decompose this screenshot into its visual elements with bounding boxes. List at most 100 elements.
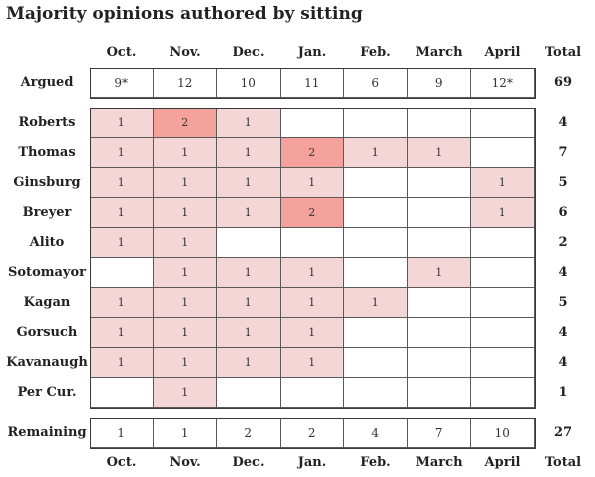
- justice-row-cell: [407, 318, 471, 348]
- justice-row-cell: 1: [90, 198, 154, 228]
- top-header-0: Oct.: [106, 45, 137, 60]
- justice-name: Thomas: [18, 145, 76, 160]
- justice-row-cell: 2: [280, 198, 344, 228]
- justice-row-cell: [407, 378, 471, 408]
- argued-cell: 12: [153, 68, 217, 98]
- justice-name: Gorsuch: [16, 325, 78, 340]
- argued-cell: 10: [217, 68, 281, 98]
- justice-row-cell: 1: [90, 168, 154, 198]
- justice-row-cell: 1: [280, 258, 344, 288]
- justice-row-cell: 1: [153, 228, 217, 258]
- argued-label: Argued: [20, 75, 74, 90]
- top-header-5: March: [415, 45, 463, 60]
- bottom-header-total: Total: [544, 455, 582, 470]
- justice-row-cell: [471, 108, 535, 138]
- justice-row-cell: [280, 108, 344, 138]
- justice-row-cell: [407, 108, 471, 138]
- justice-row-cell: 1: [153, 198, 217, 228]
- chart-title: Majority opinions authored by sitting: [6, 4, 363, 24]
- justice-row-cell: 1: [217, 168, 281, 198]
- justice-row-cell: 1: [280, 168, 344, 198]
- argued-total: 69: [553, 75, 573, 90]
- justice-row-cell: [471, 138, 535, 168]
- argued-cell: 12*: [471, 68, 535, 98]
- justice-row-cell: 1: [153, 288, 217, 318]
- justice-total: 5: [558, 295, 568, 310]
- justice-row-cell: [90, 258, 154, 288]
- justice-row-cell: 1: [153, 258, 217, 288]
- justice-total: 6: [558, 205, 568, 220]
- argued-cell: 9: [407, 68, 471, 98]
- justice-row-cell: 1: [90, 228, 154, 258]
- justice-row-cell: [407, 288, 471, 318]
- justice-row-cell: 1: [217, 108, 281, 138]
- argued-cell: 6: [344, 68, 408, 98]
- remaining-cell: 1: [90, 418, 154, 448]
- justice-row-cell: 1: [217, 198, 281, 228]
- justice-row-cell: 1: [217, 138, 281, 168]
- justice-row-cell: 1: [407, 258, 471, 288]
- justice-row-cell: 2: [280, 138, 344, 168]
- justice-total: 4: [558, 355, 568, 370]
- justice-name: Per Cur.: [17, 385, 77, 400]
- justice-row-cell: [344, 198, 408, 228]
- justice-name: Kavanaugh: [6, 355, 88, 370]
- remaining-cell: 4: [344, 418, 408, 448]
- justice-row-cell: 1: [90, 288, 154, 318]
- justice-total: 5: [558, 175, 568, 190]
- remaining-cell: 10: [471, 418, 535, 448]
- justice-row-cell: 1: [153, 348, 217, 378]
- justice-row-cell: [344, 228, 408, 258]
- justice-name: Kagan: [23, 295, 71, 310]
- justice-row-cell: 1: [90, 348, 154, 378]
- remaining-cell: 2: [280, 418, 344, 448]
- justice-total: 4: [558, 115, 568, 130]
- justice-row-cell: 1: [90, 318, 154, 348]
- justice-row-cell: [280, 228, 344, 258]
- justice-row-cell: 1: [217, 318, 281, 348]
- argued-cell: 9*: [90, 68, 154, 98]
- justice-row-cell: 1: [217, 348, 281, 378]
- top-header-total: Total: [544, 45, 582, 60]
- remaining-total: 27: [553, 425, 573, 440]
- bottom-header-3: Jan.: [297, 455, 327, 470]
- justice-total: 1: [558, 385, 568, 400]
- justice-row-cell: [344, 258, 408, 288]
- top-header-2: Dec.: [232, 45, 265, 60]
- justice-name: Sotomayor: [8, 265, 86, 280]
- justice-total: 4: [558, 265, 568, 280]
- justice-row-cell: [471, 288, 535, 318]
- justice-total: 4: [558, 325, 568, 340]
- justice-row-cell: 1: [153, 378, 217, 408]
- remaining-label: Remaining: [7, 425, 87, 440]
- bottom-header-0: Oct.: [106, 455, 137, 470]
- justice-row-cell: [407, 168, 471, 198]
- justice-row-cell: 2: [153, 108, 217, 138]
- justice-name: Breyer: [22, 205, 72, 220]
- justice-row-cell: 1: [90, 108, 154, 138]
- justice-row-cell: 1: [407, 138, 471, 168]
- justice-row-cell: 1: [280, 318, 344, 348]
- justice-row-cell: 1: [280, 348, 344, 378]
- justice-row-cell: 1: [344, 288, 408, 318]
- justice-row-cell: 1: [217, 288, 281, 318]
- justice-total: 2: [558, 235, 568, 250]
- justice-row-cell: [280, 378, 344, 408]
- justice-row-cell: [471, 378, 535, 408]
- bottom-header-2: Dec.: [232, 455, 265, 470]
- argued-cell: 11: [280, 68, 344, 98]
- justice-row-cell: [344, 378, 408, 408]
- justice-row-cell: 1: [344, 138, 408, 168]
- justice-row-cell: 1: [471, 198, 535, 228]
- bottom-header-6: April: [484, 455, 521, 470]
- justice-row-cell: [344, 348, 408, 378]
- justice-row-cell: [471, 228, 535, 258]
- justice-row-cell: [471, 318, 535, 348]
- justice-name: Ginsburg: [13, 175, 81, 190]
- justice-total: 7: [558, 145, 568, 160]
- bottom-header-4: Feb.: [360, 455, 391, 470]
- justice-row-cell: [90, 378, 154, 408]
- top-header-1: Nov.: [169, 45, 201, 60]
- remaining-cell: 2: [217, 418, 281, 448]
- justice-row-cell: 1: [471, 168, 535, 198]
